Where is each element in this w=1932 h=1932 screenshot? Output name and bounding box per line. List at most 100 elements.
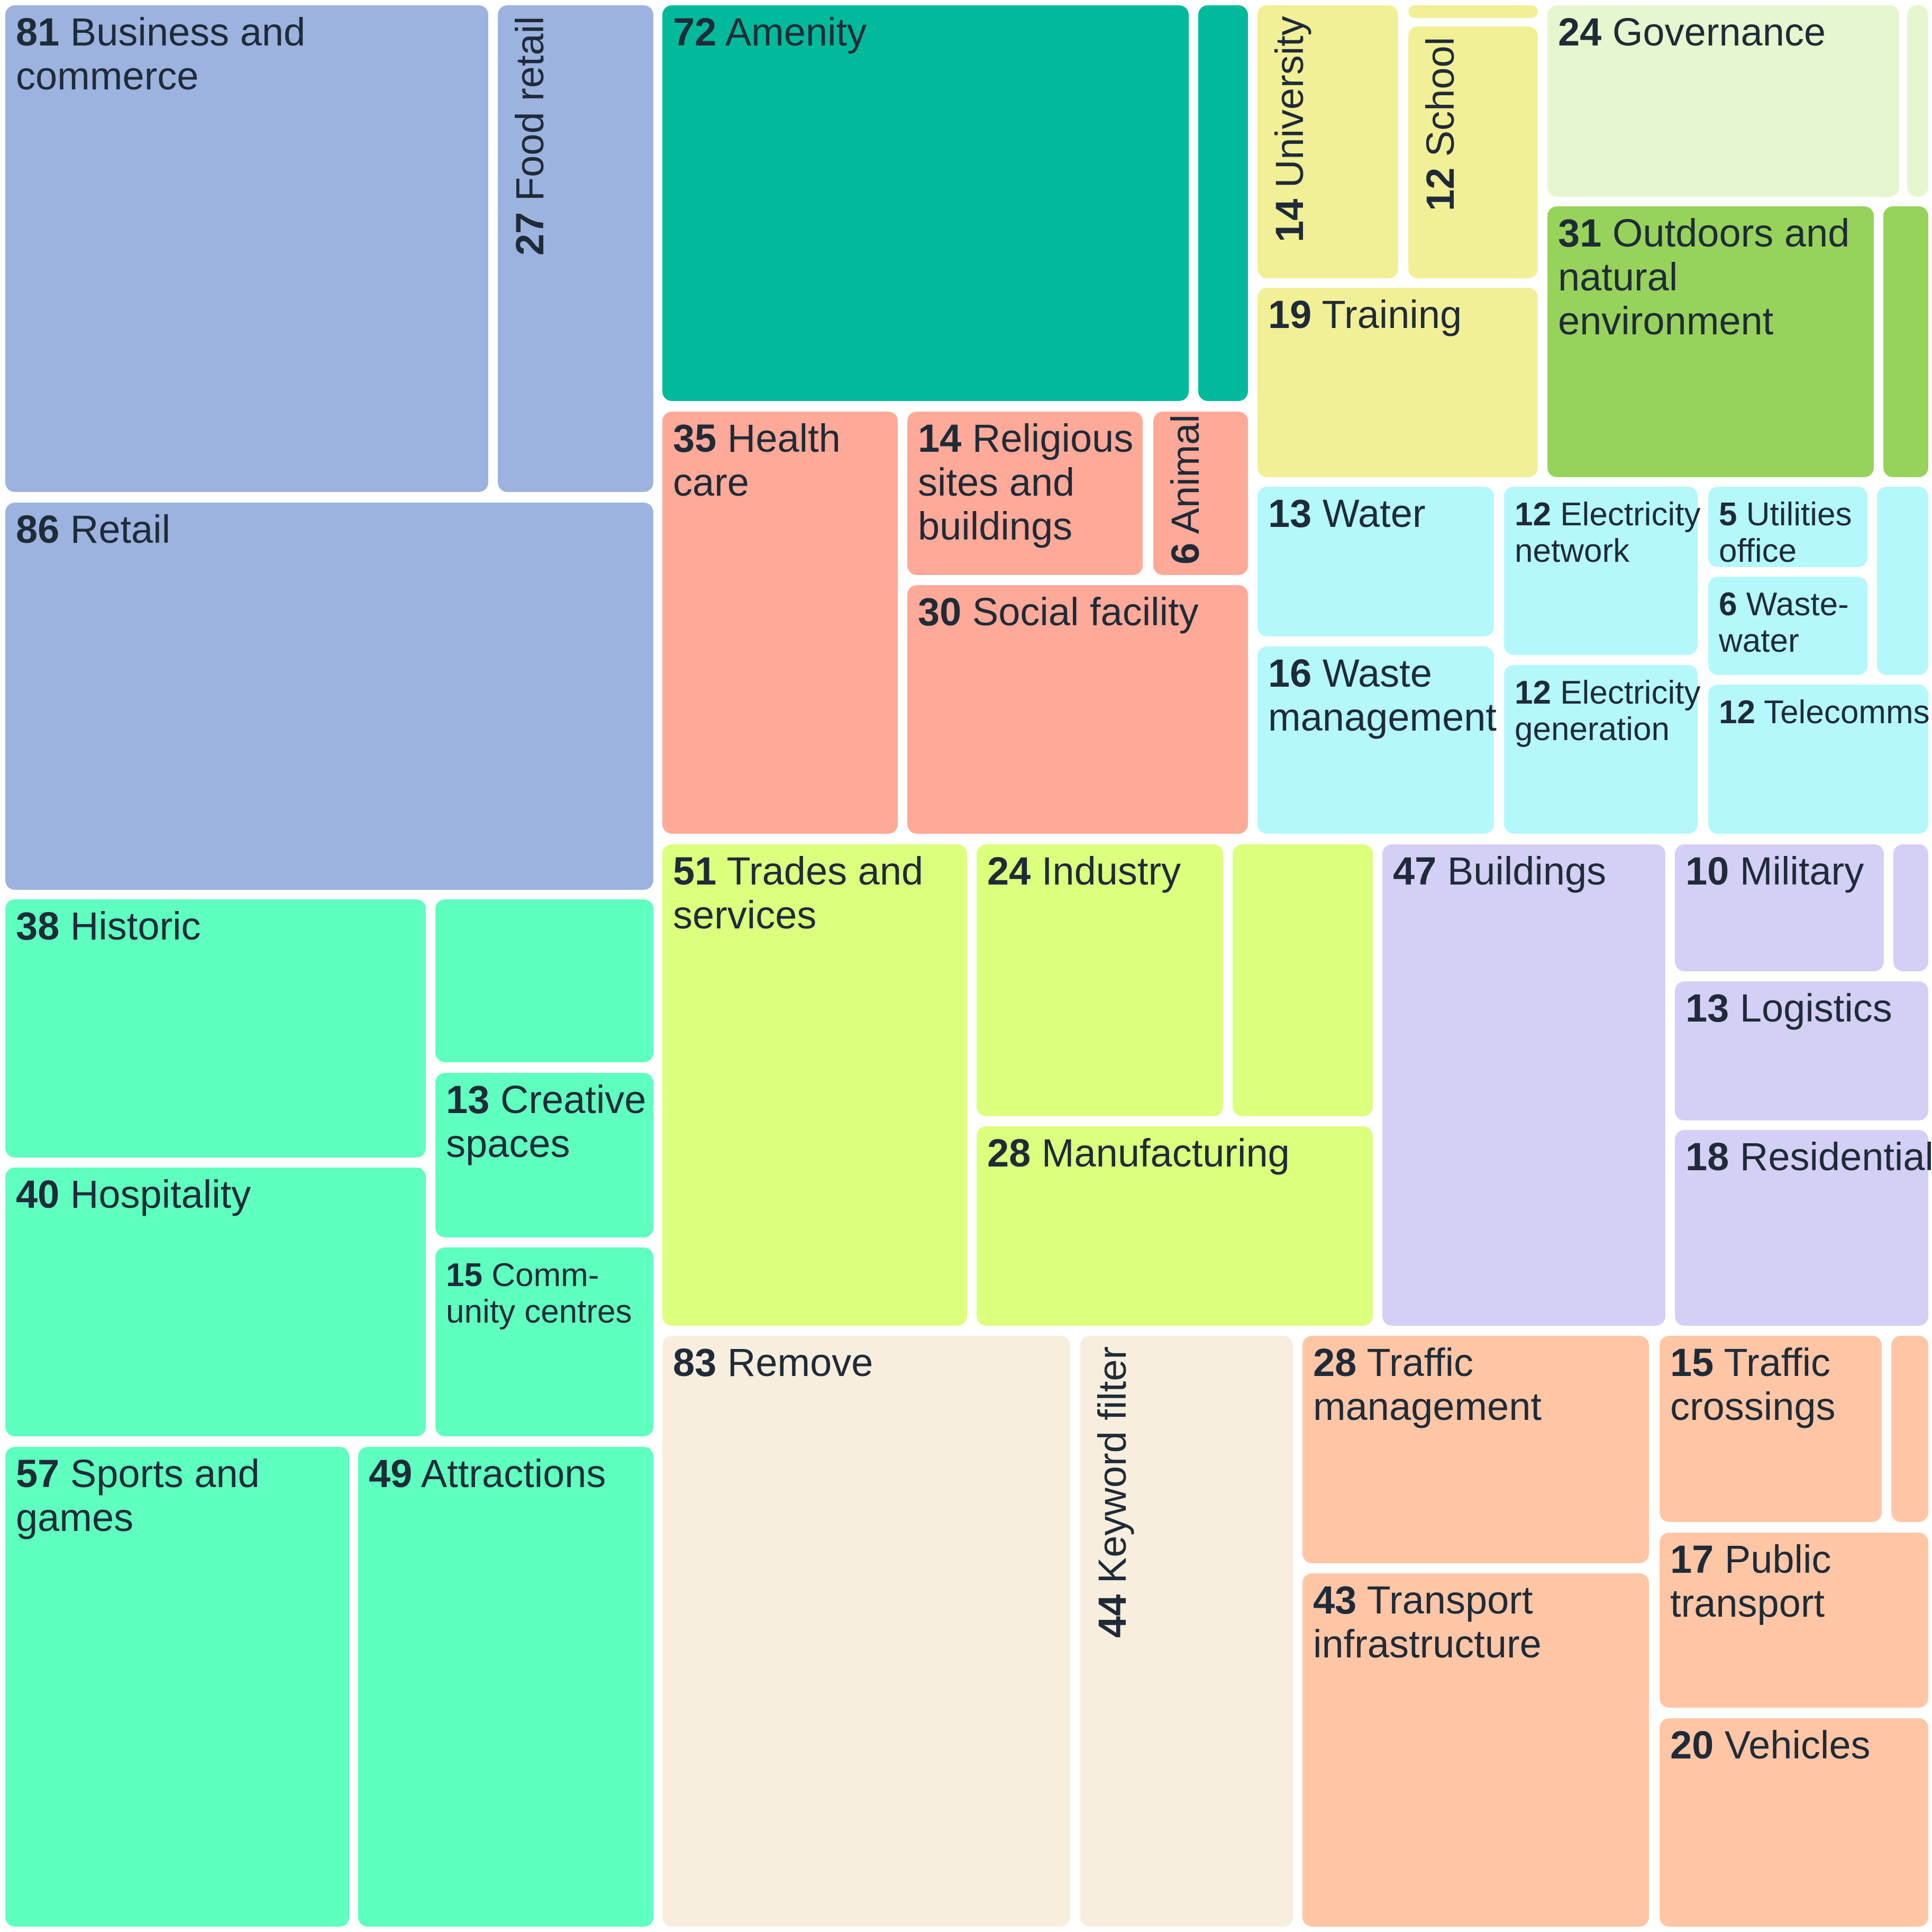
tile-value: 51 (673, 849, 717, 893)
treemap-tile-manufacturing (977, 1126, 1373, 1326)
treemap-tile-food-retail (498, 5, 653, 492)
treemap-tile-hospitality (5, 1168, 426, 1436)
treemap-tile-unlabeled (435, 899, 653, 1062)
tile-label: 35 Health care (673, 416, 841, 504)
treemap-tile-waste-management (1257, 646, 1494, 834)
tile-value: 14 (918, 416, 962, 460)
treemap-tile-unlabeled (1893, 844, 1928, 971)
treemap-tile-traffic-management (1302, 1336, 1649, 1563)
tile-value: 6 (1163, 542, 1207, 564)
tile-label: 40 Hospitality (16, 1172, 251, 1216)
tile-value: 38 (16, 904, 60, 948)
tile-value: 12 (1515, 496, 1551, 533)
tile-value: 12 (1418, 167, 1462, 212)
treemap-tile-governance (1547, 5, 1899, 197)
tile-value: 6 (1719, 586, 1737, 623)
tile-label: 83 Remove (673, 1341, 873, 1384)
tile-label: 38 Historic (16, 904, 201, 948)
treemap-tile-unlabeled (1408, 5, 1538, 18)
tile-label: 15 Traffic crossings (1670, 1341, 1836, 1428)
treemap-tile-industry (977, 844, 1223, 1116)
treemap-tile-transport-infrastructure (1302, 1573, 1649, 1927)
tile-value: 13 (1685, 986, 1729, 1030)
tile-label: 16 Waste management (1268, 651, 1497, 739)
treemap-tile-attractions (358, 1447, 653, 1927)
tile-value: 27 (508, 212, 552, 256)
tile-value: 83 (673, 1341, 717, 1384)
tile-label: 31 Outdoors and natural environment (1558, 211, 1850, 343)
tile-label: 81 Business and commerce (16, 10, 306, 98)
treemap-tile-military (1675, 844, 1884, 971)
treemap-tile-trades-and-services (662, 844, 967, 1326)
tile-label: 20 Vehicles (1670, 1723, 1871, 1767)
tile-label: 5 Utilities office (1719, 496, 1852, 570)
treemap-tile-unlabeled (1877, 487, 1928, 675)
treemap-tile-school (1408, 26, 1538, 278)
tile-label: 43 Transport infrastructure (1313, 1578, 1542, 1666)
tile-value: 17 (1670, 1537, 1714, 1581)
tile-value: 28 (1313, 1341, 1357, 1384)
treemap-tile-water (1257, 487, 1494, 636)
treemap-tile-logistics (1675, 981, 1928, 1120)
treemap-tile-religious-sites-and-buildings (907, 412, 1143, 575)
tile-value: 81 (16, 10, 60, 54)
treemap-tile-remove (662, 1336, 1070, 1927)
treemap-tile-traffic-crossings (1660, 1336, 1882, 1522)
tile-label: 28 Manufacturing (987, 1131, 1290, 1175)
tile-label: 28 Traffic management (1313, 1341, 1542, 1428)
tile-value: 18 (1685, 1135, 1729, 1179)
treemap-tile-unlabeled (1233, 844, 1373, 1116)
tile-label: 12 Electricity generation (1515, 675, 1701, 748)
treemap-tile-electricity-network (1504, 487, 1698, 655)
tile-label: 27 Food retail (508, 16, 552, 256)
tile-label: 13 Water (1268, 491, 1426, 535)
tile-value: 72 (673, 10, 717, 54)
treemap-tile-keyword-filter (1080, 1336, 1293, 1927)
treemap-tile-sports-and-games (5, 1447, 349, 1927)
treemap-tile-animal (1153, 412, 1248, 575)
tile-label: 12 School (1418, 37, 1462, 212)
tile-value: 19 (1268, 293, 1312, 336)
treemap-tile-social-facility (907, 585, 1248, 834)
tile-value: 12 (1515, 675, 1551, 711)
tile-label: 17 Public transport (1670, 1537, 1831, 1625)
tile-value: 10 (1685, 849, 1729, 893)
tile-label: 6 Waste-water (1719, 586, 1849, 660)
tile-label: 13 Creative spaces (446, 1078, 646, 1165)
tile-value: 12 (1719, 694, 1755, 731)
tile-label: 12 Telecomms (1719, 694, 1930, 731)
tile-value: 16 (1268, 651, 1312, 695)
treemap-tile-outdoors-and-natural-environment (1547, 206, 1874, 477)
tile-label: 18 Residential (1685, 1135, 1932, 1179)
tile-label: 14 University (1268, 16, 1311, 242)
tile-value: 28 (987, 1131, 1031, 1175)
tile-value: 49 (369, 1452, 413, 1496)
tile-label: 15 Comm-unity centres (446, 1257, 632, 1330)
tile-label: 13 Logistics (1685, 986, 1892, 1030)
tile-value: 57 (16, 1452, 60, 1496)
tile-value: 43 (1313, 1578, 1357, 1622)
treemap-tile-business-and-commerce (5, 5, 488, 492)
treemap-tile-historic (5, 899, 426, 1158)
treemap-tile-residential (1675, 1130, 1928, 1326)
tile-label: 57 Sports and games (16, 1452, 260, 1539)
tile-value: 44 (1090, 1594, 1134, 1638)
treemap-tile-amenity (662, 5, 1189, 401)
treemap-tile-public-transport (1660, 1533, 1928, 1708)
tile-value: 35 (673, 416, 717, 460)
tile-value: 20 (1670, 1723, 1714, 1767)
tile-label: 19 Training (1268, 293, 1462, 336)
tile-label: 47 Buildings (1393, 849, 1607, 893)
treemap-tile-health-care (662, 412, 898, 834)
treemap-tile-unlabeled (1907, 5, 1928, 197)
treemap-tile-vehicles (1660, 1718, 1928, 1927)
tile-label: 72 Amenity (673, 10, 867, 54)
tile-label: 10 Military (1685, 849, 1864, 893)
tile-value: 14 (1268, 198, 1311, 242)
tile-value: 13 (1268, 491, 1312, 535)
tile-value: 15 (1670, 1341, 1714, 1384)
treemap-tile-utilities-office (1708, 487, 1867, 567)
tile-label: 51 Trades and services (673, 849, 924, 937)
tile-value: 24 (1558, 10, 1602, 54)
